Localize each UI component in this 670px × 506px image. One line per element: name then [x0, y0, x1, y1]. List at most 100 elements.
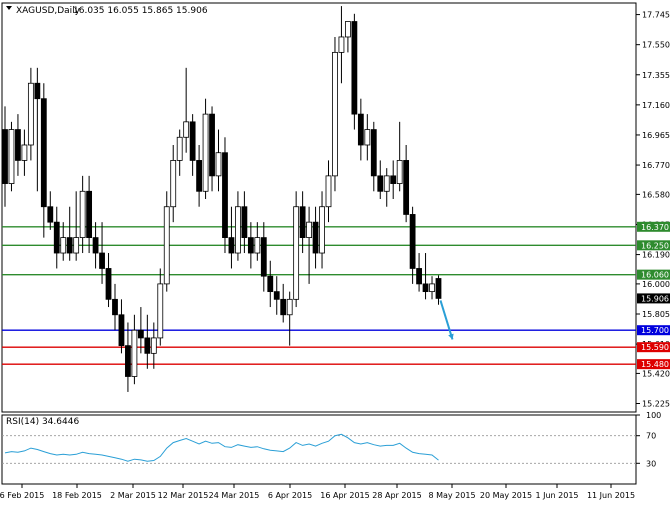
candle-body: [99, 252, 105, 269]
xtick-label: 2 Mar 2015: [110, 491, 156, 500]
rsi-ytick-label: 100: [646, 411, 661, 420]
candle-body: [202, 113, 209, 192]
level-badge: [637, 221, 670, 232]
price-ytick-label: 17.160: [642, 101, 670, 110]
candle-body: [241, 206, 248, 238]
candle-body: [332, 51, 338, 177]
level-label: 16.060: [641, 271, 669, 280]
price-ytick-label: 15.420: [642, 369, 670, 378]
level-label: 15.700: [641, 326, 669, 335]
candle-body: [319, 206, 325, 254]
rsi-series-line: [4, 433, 439, 462]
candle-body: [2, 129, 8, 184]
candle-body: [34, 82, 41, 100]
price-ytick-label: 15.805: [642, 310, 670, 319]
xtick-label: 8 May 2015: [428, 491, 475, 500]
candle-body: [351, 21, 358, 115]
candle-body: [92, 237, 99, 254]
candle-body: [293, 206, 300, 300]
candle-body: [383, 175, 390, 192]
price-ytick-label: 16.190: [642, 251, 670, 260]
candle-body: [357, 113, 364, 146]
xtick-label: 6 Apr 2015: [268, 491, 312, 500]
candle-body: [338, 36, 345, 53]
candle-body: [170, 160, 177, 208]
xtick-label: 1 Jun 2015: [535, 491, 578, 500]
candle-body: [312, 221, 319, 254]
candle-body: [416, 268, 422, 285]
candle-body: [60, 237, 67, 254]
last-price-label: 15.906: [641, 294, 669, 303]
price-ohlc-readout: 16.035 16.055 15.865 15.906: [73, 6, 208, 16]
candle-body: [8, 129, 15, 184]
price-plot: 17.745 17.550 17.355 17.160 16.965 16.770 16.5…: [1, 2, 670, 413]
candle-body: [325, 175, 332, 208]
xtick-label: 12 Mar 2015: [158, 491, 209, 500]
candle-body: [112, 298, 118, 316]
rsi-chart-title: RSI(14) 34.6446: [6, 417, 79, 427]
candle-body: [144, 337, 151, 354]
candle-body: [222, 152, 228, 238]
candle-body: [299, 206, 306, 238]
level-label: 15.480: [641, 360, 669, 369]
level-badge: [637, 269, 670, 280]
candle-body: [40, 98, 47, 208]
candle-body: [73, 237, 80, 254]
candle-body: [118, 314, 125, 347]
candle-body: [286, 298, 293, 316]
candle-body: [429, 283, 435, 293]
last-price-badge: [637, 293, 670, 304]
candle-body: [15, 129, 21, 161]
candle-body: [189, 121, 196, 161]
forecast-arrow-head-icon: [448, 333, 454, 340]
candle-body: [66, 237, 73, 254]
xtick-label: 6 Feb 2015: [0, 491, 44, 500]
rsi-plot-frame: [1, 414, 637, 485]
price-chart-title: XAGUSD,Daily: [16, 6, 81, 16]
candle-body: [163, 206, 170, 285]
candle-body: [435, 278, 442, 299]
candle-body: [306, 221, 312, 238]
candle-body: [228, 237, 235, 254]
candle-body: [280, 298, 287, 316]
level-badge: [637, 240, 670, 251]
candle-body: [21, 144, 28, 161]
candle-body: [150, 337, 157, 354]
xtick-label: 20 May 2015: [480, 491, 532, 500]
candle-body: [370, 129, 377, 177]
price-plot-frame: [1, 2, 637, 413]
forecast-arrow-shaft: [439, 300, 454, 340]
xtick-label: 24 Mar 2015: [209, 491, 260, 500]
candle-body: [364, 129, 371, 146]
candle-body: [390, 175, 397, 184]
xtick-label: 18 Feb 2015: [52, 491, 102, 500]
candle-body: [53, 221, 60, 254]
level-badge: [637, 325, 670, 336]
title-arrow-icon: [6, 6, 12, 10]
candle-body: [254, 237, 261, 254]
candle-body: [409, 214, 416, 269]
level-label: 15.590: [641, 343, 669, 352]
price-ytick-label: 17.355: [642, 71, 670, 80]
rsi-ytick-label: 70: [646, 432, 656, 441]
xtick-label: 28 Apr 2015: [372, 491, 421, 500]
level-label: 16.250: [641, 241, 669, 250]
candle-body: [247, 237, 254, 254]
rsi-plot: 100 70 30 6 Feb 2015 18 Feb 2015 2 Mar 2015 12…: [0, 411, 661, 500]
candle-body: [79, 190, 86, 238]
price-ytick-label: 17.550: [642, 41, 670, 50]
price-ytick-label: 16.580: [642, 190, 670, 199]
candle-body: [86, 190, 93, 238]
candle-body: [176, 136, 183, 161]
price-ytick-label: 15.225: [642, 400, 670, 409]
xtick-label: 11 Jun 2015: [587, 491, 635, 500]
candle-body: [235, 206, 241, 254]
candle-body: [345, 21, 351, 38]
level-label: 16.370: [641, 223, 669, 232]
xtick-label: 16 Apr 2015: [320, 491, 369, 500]
candle-body: [137, 329, 144, 339]
price-ytick-label: 16.770: [642, 161, 670, 170]
price-ytick-label: 16.000: [642, 280, 670, 289]
